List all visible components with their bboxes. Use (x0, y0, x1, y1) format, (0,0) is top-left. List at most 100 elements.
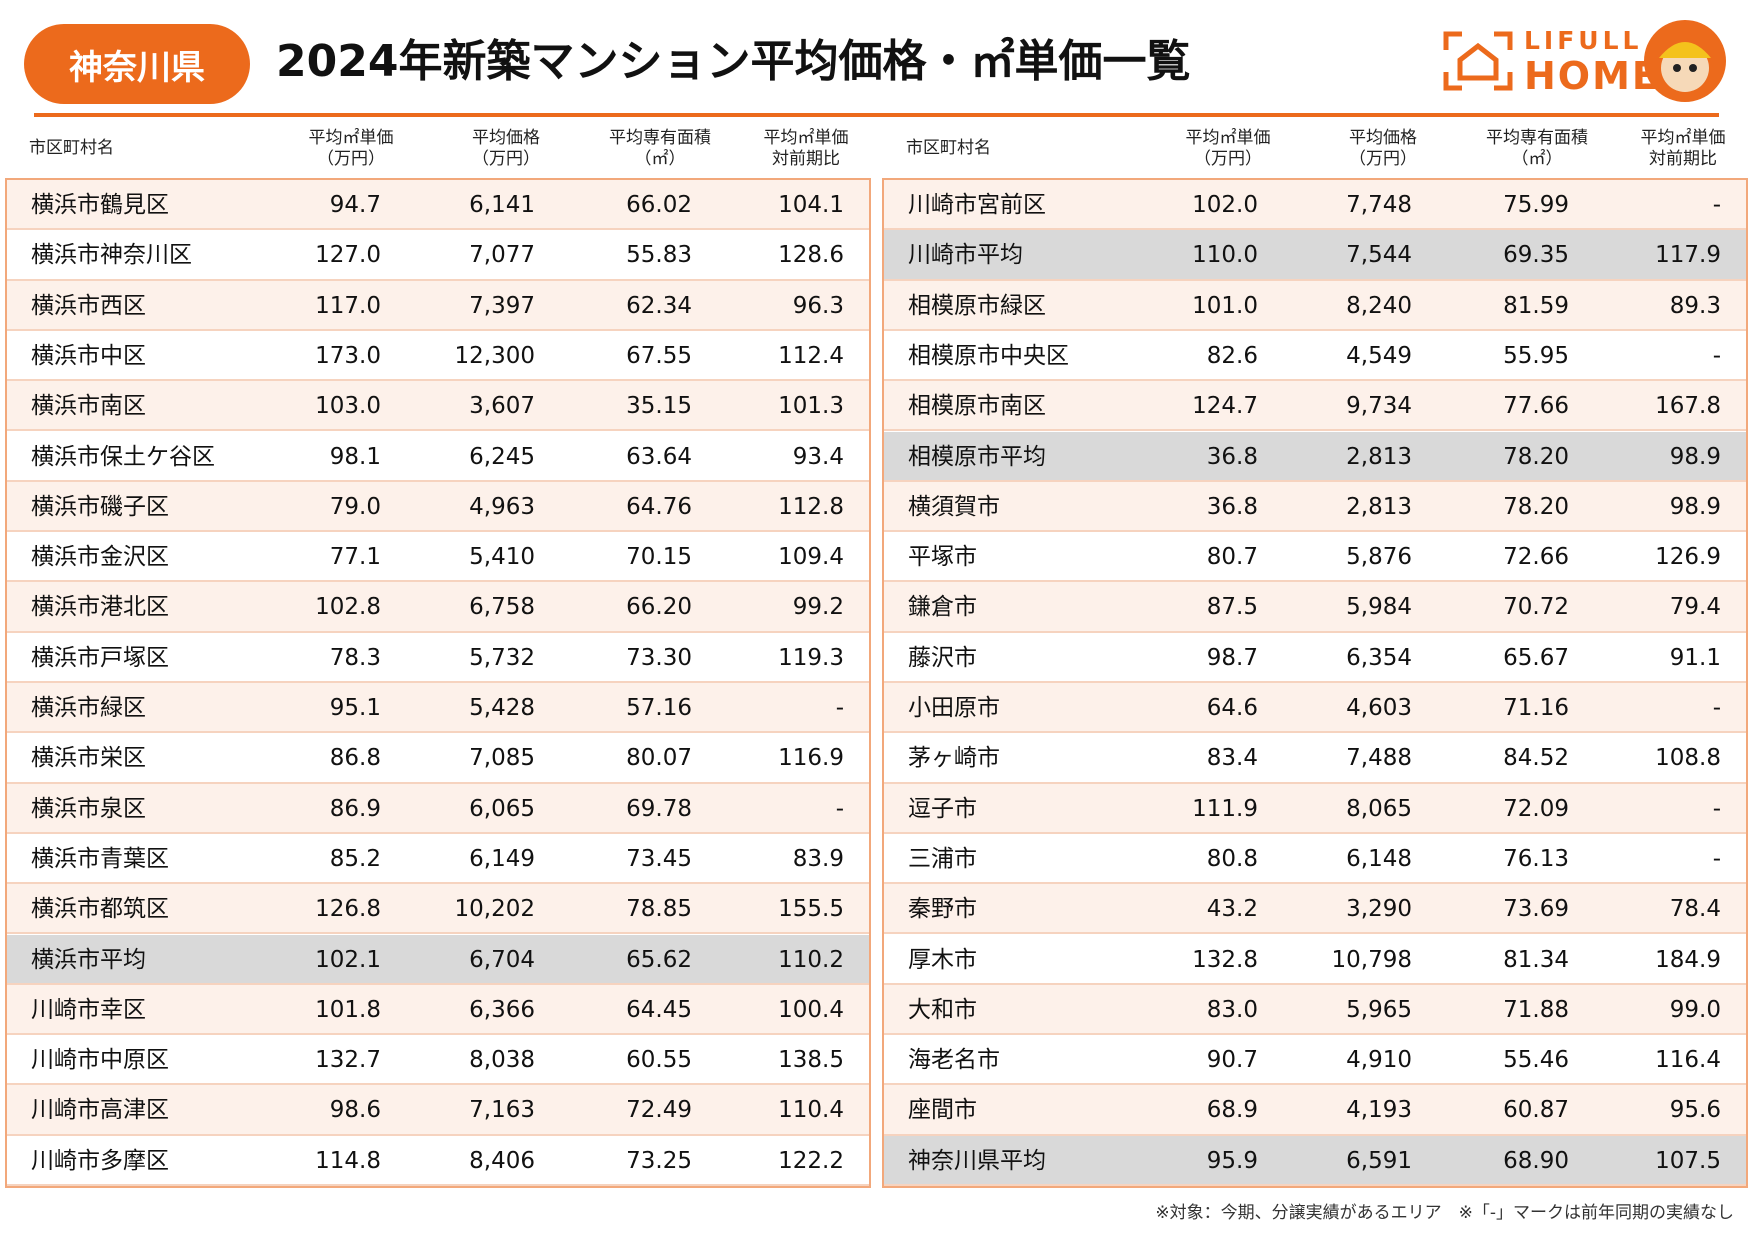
table-row: 大和市 83.0 5,965 71.88 99.0 (884, 984, 1746, 1036)
value-cell: 62.34 (626, 292, 692, 319)
value-cell: 132.8 (1192, 946, 1258, 973)
value-cell: 95.9 (1206, 1147, 1258, 1174)
value-cell: 72.66 (1503, 544, 1569, 571)
area-name: 川崎市多摩区 (31, 1147, 169, 1174)
divider (34, 113, 1719, 117)
value-cell: 138.5 (778, 1047, 844, 1074)
value-cell: 5,732 (469, 644, 535, 671)
value-cell: 5,876 (1346, 544, 1412, 571)
value-cell: 117.0 (315, 292, 381, 319)
value-cell: 6,704 (469, 946, 535, 973)
value-cell: 64.6 (1206, 695, 1258, 721)
value-cell: 7,397 (469, 292, 535, 319)
logo-top: LIFULL (1524, 26, 1643, 55)
value-cell: 128.6 (778, 242, 844, 269)
value-cell: 119.3 (778, 644, 844, 671)
value-cell: 73.45 (626, 845, 692, 872)
value-cell: 110.4 (778, 1097, 844, 1124)
value-cell: 84.52 (1503, 745, 1569, 772)
value-cell: 2,813 (1346, 443, 1412, 470)
value-cell: 4,549 (1346, 342, 1412, 369)
table-row: 相模原市緑区 101.0 8,240 81.59 89.3 (884, 280, 1746, 331)
value-cell: 68.9 (1206, 1097, 1258, 1124)
value-cell: 124.7 (1192, 393, 1258, 420)
area-name: 横浜市南区 (31, 393, 146, 420)
value-cell: 7,085 (469, 745, 535, 772)
table-row: 相模原市平均 36.8 2,813 78.20 98.9 (884, 431, 1746, 482)
value-cell: 98.1 (329, 443, 381, 470)
value-cell: 86.9 (329, 795, 381, 822)
value-cell: 73.69 (1503, 896, 1569, 923)
table-row: 横浜市鶴見区 94.7 6,141 66.02 104.1 (7, 180, 869, 231)
value-cell: 70.15 (626, 544, 692, 571)
value-cell: 89.3 (1669, 292, 1721, 319)
value-cell: 55.95 (1503, 342, 1569, 369)
value-cell: 127.0 (315, 242, 381, 269)
value-cell: 184.9 (1655, 946, 1721, 973)
area-name: 横浜市金沢区 (31, 544, 169, 571)
value-cell: 122.2 (778, 1147, 844, 1174)
value-cell: 108.8 (1655, 745, 1721, 772)
value-cell: 102.0 (1192, 192, 1258, 218)
value-cell: 6,149 (469, 845, 535, 872)
table-row: 逗子市 111.9 8,065 72.09 - (884, 783, 1746, 834)
value-cell: 5,410 (469, 544, 535, 571)
value-cell: 126.8 (315, 896, 381, 923)
value-cell: - (1712, 192, 1721, 218)
value-cell: 112.8 (778, 493, 844, 520)
column-header: 平均価格 (1349, 128, 1417, 148)
value-cell: 114.8 (315, 1147, 381, 1174)
area-name: 横浜市泉区 (31, 795, 146, 822)
value-cell: 75.99 (1503, 192, 1569, 218)
table: 横浜市鶴見区 94.7 6,141 66.02 104.1 横浜市神奈川区 127.0 7,0… (5, 178, 871, 1188)
area-name: 海老名市 (908, 1047, 1000, 1074)
value-cell: 95.1 (329, 695, 381, 721)
area-name: 相模原市南区 (908, 393, 1046, 420)
value-cell: 5,984 (1346, 594, 1412, 621)
table-row: 平塚市 80.7 5,876 72.66 126.9 (884, 532, 1746, 583)
value-cell: 81.34 (1503, 946, 1569, 973)
value-cell: 66.20 (626, 594, 692, 621)
table-row: 横須賀市 36.8 2,813 78.20 98.9 (884, 481, 1746, 533)
value-cell: 6,354 (1346, 644, 1412, 671)
value-cell: 4,193 (1346, 1097, 1412, 1124)
area-name: 横浜市戸塚区 (31, 644, 169, 671)
value-cell: 36.8 (1206, 493, 1258, 520)
table-row: 横浜市神奈川区 127.0 7,077 55.83 128.6 (7, 230, 869, 281)
value-cell: 79.4 (1669, 594, 1721, 621)
table-row: 横浜市戸塚区 78.3 5,732 73.30 119.3 (7, 632, 869, 683)
value-cell: 79.0 (329, 493, 381, 520)
value-cell: 65.62 (626, 946, 692, 973)
area-name: 横須賀市 (908, 493, 1000, 520)
value-cell: 7,163 (469, 1097, 535, 1124)
value-cell: 98.6 (329, 1097, 381, 1124)
value-cell: 6,148 (1346, 845, 1412, 872)
value-cell: 55.83 (626, 242, 692, 269)
value-cell: 5,428 (469, 695, 535, 721)
value-cell: 87.5 (1206, 594, 1258, 621)
value-cell: 99.0 (1669, 996, 1721, 1023)
table-row: 横浜市磯子区 79.0 4,963 64.76 112.8 (7, 481, 869, 533)
table-row: 横浜市泉区 86.9 6,065 69.78 - (7, 783, 869, 834)
value-cell: 83.9 (792, 845, 844, 872)
value-cell: 85.2 (329, 845, 381, 872)
value-cell: 66.02 (626, 192, 692, 218)
table-row: 横浜市港北区 102.8 6,758 66.20 99.2 (7, 582, 869, 633)
area-name: 川崎市平均 (908, 242, 1023, 269)
value-cell: 8,240 (1346, 292, 1412, 319)
value-cell: 64.45 (626, 996, 692, 1023)
table-row: 横浜市青葉区 85.2 6,149 73.45 83.9 (7, 833, 869, 885)
value-cell: 83.0 (1206, 996, 1258, 1023)
value-cell: 36.8 (1206, 443, 1258, 470)
value-cell: 8,038 (469, 1047, 535, 1074)
area-name: 相模原市緑区 (908, 292, 1046, 319)
area-name: 横浜市青葉区 (31, 845, 169, 872)
value-cell: 99.2 (792, 594, 844, 621)
table-row: 相模原市南区 124.7 9,734 77.66 167.8 (884, 381, 1746, 432)
value-cell: 2,813 (1346, 493, 1412, 520)
area-name: 横浜市西区 (31, 292, 146, 319)
value-cell: 71.88 (1503, 996, 1569, 1023)
area-name: 相模原市中央区 (908, 342, 1069, 369)
table-row: 川崎市中原区 132.7 8,038 60.55 138.5 (7, 1035, 869, 1086)
